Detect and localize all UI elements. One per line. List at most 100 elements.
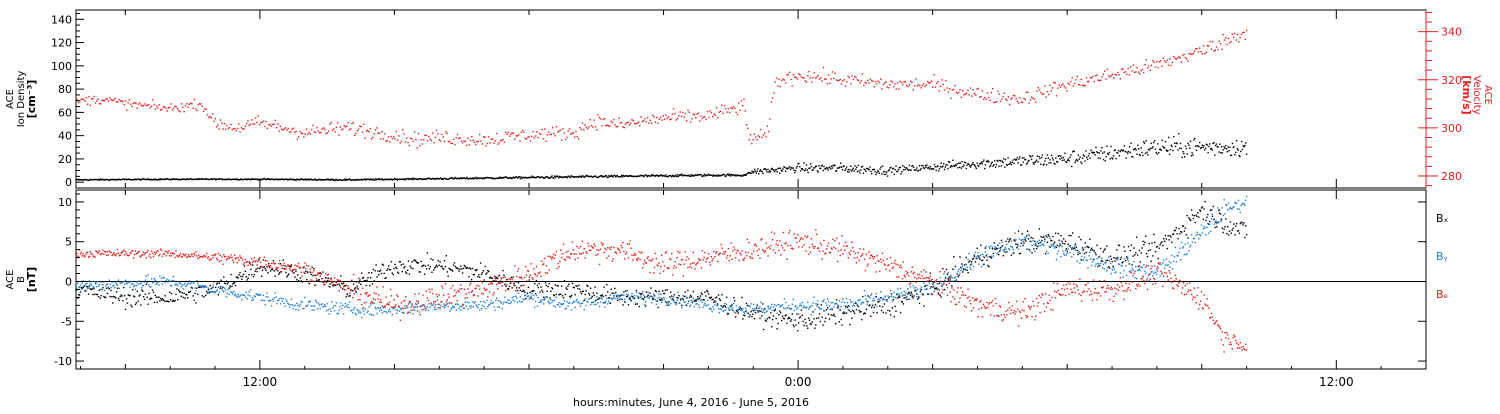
density-point: [940, 166, 941, 167]
by-point: [1208, 232, 1209, 233]
by-point: [1020, 246, 1021, 247]
density-point: [889, 169, 890, 170]
by-point: [517, 302, 518, 303]
density-point: [1061, 157, 1062, 158]
density-point: [1002, 162, 1003, 163]
by-point: [1168, 265, 1169, 266]
by-point: [1005, 249, 1006, 250]
density-point: [1074, 151, 1075, 152]
by-point: [959, 273, 960, 274]
by-point: [535, 301, 536, 302]
by-point: [712, 311, 713, 312]
density-point: [1106, 145, 1107, 146]
bx-point: [1195, 222, 1196, 223]
bx-point: [270, 270, 271, 271]
density-point: [1162, 146, 1163, 147]
velocity-point: [772, 97, 773, 98]
velocity-point: [527, 137, 528, 138]
by-point: [1211, 218, 1212, 219]
bx-point: [1055, 233, 1056, 234]
by-point: [485, 308, 486, 309]
bx-point: [704, 292, 705, 293]
bx-point: [787, 318, 788, 319]
by-point: [319, 304, 320, 305]
velocity-point: [299, 131, 300, 132]
density-point: [1155, 149, 1156, 150]
velocity-point: [247, 120, 248, 121]
by-point: [329, 313, 330, 314]
bx-point: [661, 298, 662, 299]
velocity-point: [1167, 60, 1168, 61]
by-point: [317, 308, 318, 309]
velocity-point: [919, 85, 920, 86]
bx-point: [530, 292, 531, 293]
velocity-point: [976, 88, 977, 89]
bx-point: [929, 280, 930, 281]
bx-point: [1204, 208, 1205, 209]
velocity-point: [126, 110, 127, 111]
by-point: [916, 296, 917, 297]
by-point: [104, 290, 105, 291]
velocity-point: [676, 119, 677, 120]
velocity-point: [762, 137, 763, 138]
velocity-point: [583, 129, 584, 130]
by-point: [245, 296, 246, 297]
bx-point: [381, 273, 382, 274]
velocity-point: [1035, 101, 1036, 102]
bx-point: [1124, 251, 1125, 252]
bx-point: [468, 276, 469, 277]
bx-point: [1072, 232, 1073, 233]
density-point: [1019, 156, 1020, 157]
velocity-point: [512, 132, 513, 133]
velocity-point: [983, 99, 984, 100]
bx-point: [734, 300, 735, 301]
velocity-point: [543, 138, 544, 139]
bx-point: [256, 269, 257, 270]
bx-point: [623, 291, 624, 292]
bx-point: [979, 258, 980, 259]
by-point: [262, 300, 263, 301]
bx-point: [454, 262, 455, 263]
density-point: [944, 169, 945, 170]
by-point: [846, 298, 847, 299]
velocity-point: [1160, 60, 1161, 61]
bx-point: [102, 287, 103, 288]
by-point: [1056, 259, 1057, 260]
velocity-point: [1014, 95, 1015, 96]
by-point: [454, 306, 455, 307]
velocity-point: [474, 142, 475, 143]
density-point: [803, 162, 804, 163]
by-point: [1090, 258, 1091, 259]
velocity-point: [650, 120, 651, 121]
velocity-point: [489, 142, 490, 143]
by-point: [183, 284, 184, 285]
by-point: [702, 302, 703, 303]
bx-point: [519, 287, 520, 288]
bx-point: [1089, 239, 1090, 240]
velocity-point: [508, 132, 509, 133]
velocity-point: [749, 139, 750, 140]
velocity-point: [462, 142, 463, 143]
by-point: [189, 280, 190, 281]
velocity-point: [1225, 37, 1226, 38]
bz-point: [146, 257, 147, 258]
velocity-point: [765, 136, 766, 137]
by-point: [958, 268, 959, 269]
by-point: [1243, 203, 1244, 204]
bx-point: [326, 282, 327, 283]
by-point: [1110, 263, 1111, 264]
by-point: [603, 302, 604, 303]
by-point: [1191, 234, 1192, 235]
by-point: [375, 307, 376, 308]
velocity-point: [1047, 91, 1048, 92]
by-point: [158, 284, 159, 285]
bx-point: [1233, 223, 1234, 224]
velocity-point: [139, 102, 140, 103]
by-point: [970, 269, 971, 270]
velocity-point: [931, 81, 932, 82]
density-point: [1195, 146, 1196, 147]
velocity-point: [259, 124, 260, 125]
by-point: [286, 301, 287, 302]
bx-point: [1242, 224, 1243, 225]
by-point: [899, 295, 900, 296]
